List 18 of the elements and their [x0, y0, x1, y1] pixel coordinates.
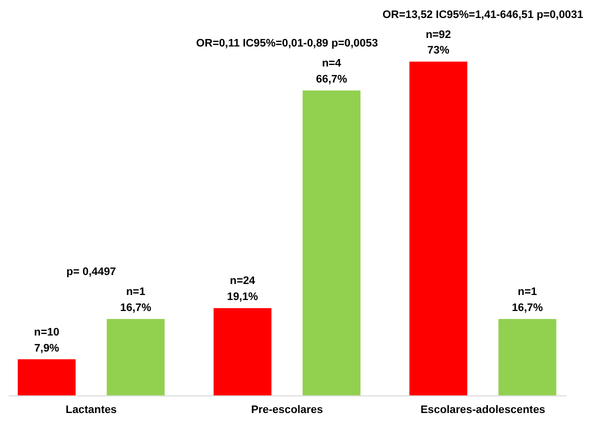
bar — [18, 359, 76, 396]
x-tick-label: Pre-escolares — [251, 404, 323, 416]
text: OR=0,11 IC95%=0,01-0,89 p=0,0053 — [196, 38, 378, 50]
bar — [409, 62, 468, 396]
data-label: n=24 19,1% — [226, 275, 258, 304]
bar — [302, 90, 360, 396]
data-label: n=10 7,9% — [34, 326, 60, 354]
data-label: n=1 16,7% — [120, 286, 152, 314]
x-tick-label: Lactantes — [66, 404, 117, 416]
data-label: n=4 66,7% — [316, 58, 348, 86]
bar — [498, 319, 556, 396]
x-tick-label: Escolares-adolescentes — [420, 404, 546, 416]
bar — [106, 319, 165, 396]
annotation: p= 0,4497 — [66, 266, 116, 278]
data-label: n=92 73% — [426, 28, 451, 57]
text: OR=13,52 IC95%=1,41-646,51 p=0,0031 — [382, 8, 584, 21]
data-label: n=1 16,7% — [512, 286, 544, 314]
bar — [214, 308, 272, 396]
